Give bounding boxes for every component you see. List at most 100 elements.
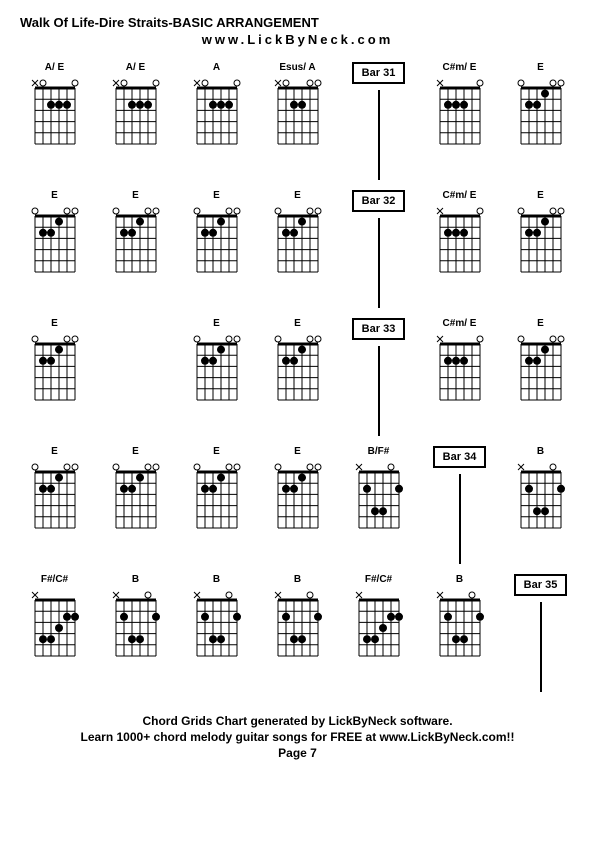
chord-diagram [436,332,484,409]
chord-label: B [294,574,301,586]
chord-label: C#m/ E [443,62,477,74]
chord-diagram [193,204,241,281]
page-footer: Chord Grids Chart generated by LickByNec… [20,714,575,760]
chord-diagram [112,76,160,153]
chord-diagram [31,588,79,665]
chord-label: B [132,574,139,586]
chord-label: B [213,574,220,586]
song-title: Walk Of Life-Dire Straits-BASIC ARRANGEM… [20,15,575,30]
chord-label: B [456,574,463,586]
chord-label: A [213,62,220,74]
grid-cell-r1-c1: E [101,190,170,310]
grid-cell-r3-c6: B [506,446,575,566]
grid-cell-r2-c6: E [506,318,575,438]
grid-cell-r1-c5: C#m/ E [425,190,494,310]
grid-cell-r1-c3: E [263,190,332,310]
chord-diagram [31,76,79,153]
chord-diagram [436,204,484,281]
chord-diagram [274,332,322,409]
chord-label: E [213,190,220,202]
chord-label: E [537,190,544,202]
page-container: Walk Of Life-Dire Straits-BASIC ARRANGEM… [0,0,595,777]
bar-marker: Bar 35 [514,574,568,596]
grid-cell-r1-c6: E [506,190,575,310]
grid-cell-r4-c0: F#/C# [20,574,89,694]
chord-diagram [31,332,79,409]
bar-marker: Bar 33 [352,318,406,340]
chord-diagram [517,204,565,281]
chord-label: E [51,190,58,202]
bar-marker: Bar 32 [352,190,406,212]
bar-marker: Bar 31 [352,62,406,84]
bar-line [378,346,380,436]
grid-cell-r4-c1: B [101,574,170,694]
chord-label: E [294,190,301,202]
grid-cell-r1-c2: E [182,190,251,310]
grid-cell-r3-c0: E [20,446,89,566]
grid-cell-r4-c4: F#/C# [344,574,413,694]
chord-label: E [537,62,544,74]
grid-cell-r2-c4: Bar 33 [344,318,413,438]
grid-cell-r0-c6: E [506,62,575,182]
bar-line [378,218,380,308]
chord-label: C#m/ E [443,318,477,330]
bar-line [459,474,461,564]
bar-line [540,602,542,692]
grid-cell-r0-c3: Esus/ A [263,62,332,182]
chord-label: E [213,318,220,330]
chord-diagram [517,460,565,537]
grid-cell-r1-c4: Bar 32 [344,190,413,310]
footer-line-2: Learn 1000+ chord melody guitar songs fo… [20,730,575,744]
chord-diagram [112,460,160,537]
grid-cell-r0-c4: Bar 31 [344,62,413,182]
chord-diagram [112,588,160,665]
chord-label: F#/C# [41,574,68,586]
grid-cell-r0-c2: A [182,62,251,182]
grid-cell-r2-c5: C#m/ E [425,318,494,438]
chord-diagram [355,460,403,537]
chord-diagram [355,588,403,665]
grid-cell-r2-c0: E [20,318,89,438]
chord-diagram [274,76,322,153]
chord-diagram [112,204,160,281]
chord-diagram [31,204,79,281]
grid-cell-r3-c2: E [182,446,251,566]
chord-diagram [274,460,322,537]
chord-diagram [31,460,79,537]
grid-cell-r4-c5: B [425,574,494,694]
bar-line [378,90,380,180]
grid-cell-r2-c2: E [182,318,251,438]
chord-label: E [132,446,139,458]
chord-diagram [193,76,241,153]
grid-cell-r3-c5: Bar 34 [425,446,494,566]
grid-cell-r3-c1: E [101,446,170,566]
chord-label: E [213,446,220,458]
chord-diagram [193,588,241,665]
chord-diagram [274,204,322,281]
grid-cell-r2-c3: E [263,318,332,438]
grid-cell-r0-c0: A/ E [20,62,89,182]
website-subtitle: www.LickByNeck.com [20,32,575,47]
grid-cell-r4-c3: B [263,574,332,694]
chord-diagram [193,332,241,409]
footer-page-number: Page 7 [20,746,575,760]
chord-label: A/ E [45,62,64,74]
grid-cell-r2-c1 [101,318,170,438]
grid-cell-r0-c1: A/ E [101,62,170,182]
grid-cell-r3-c4: B/F# [344,446,413,566]
chord-grid: A/ EA/ EAEsus/ ABar 31C#m/ EEEEEEBar 32C… [20,62,575,694]
chord-label: E [537,318,544,330]
chord-diagram [436,76,484,153]
chord-label: E [294,318,301,330]
bar-marker: Bar 34 [433,446,487,468]
chord-label: F#/C# [365,574,392,586]
chord-label: E [51,446,58,458]
chord-label: B [537,446,544,458]
grid-cell-r4-c6: Bar 35 [506,574,575,694]
chord-label: A/ E [126,62,145,74]
chord-diagram [274,588,322,665]
chord-label: B/F# [368,446,390,458]
chord-diagram [517,332,565,409]
chord-label: E [132,190,139,202]
chord-diagram [517,76,565,153]
